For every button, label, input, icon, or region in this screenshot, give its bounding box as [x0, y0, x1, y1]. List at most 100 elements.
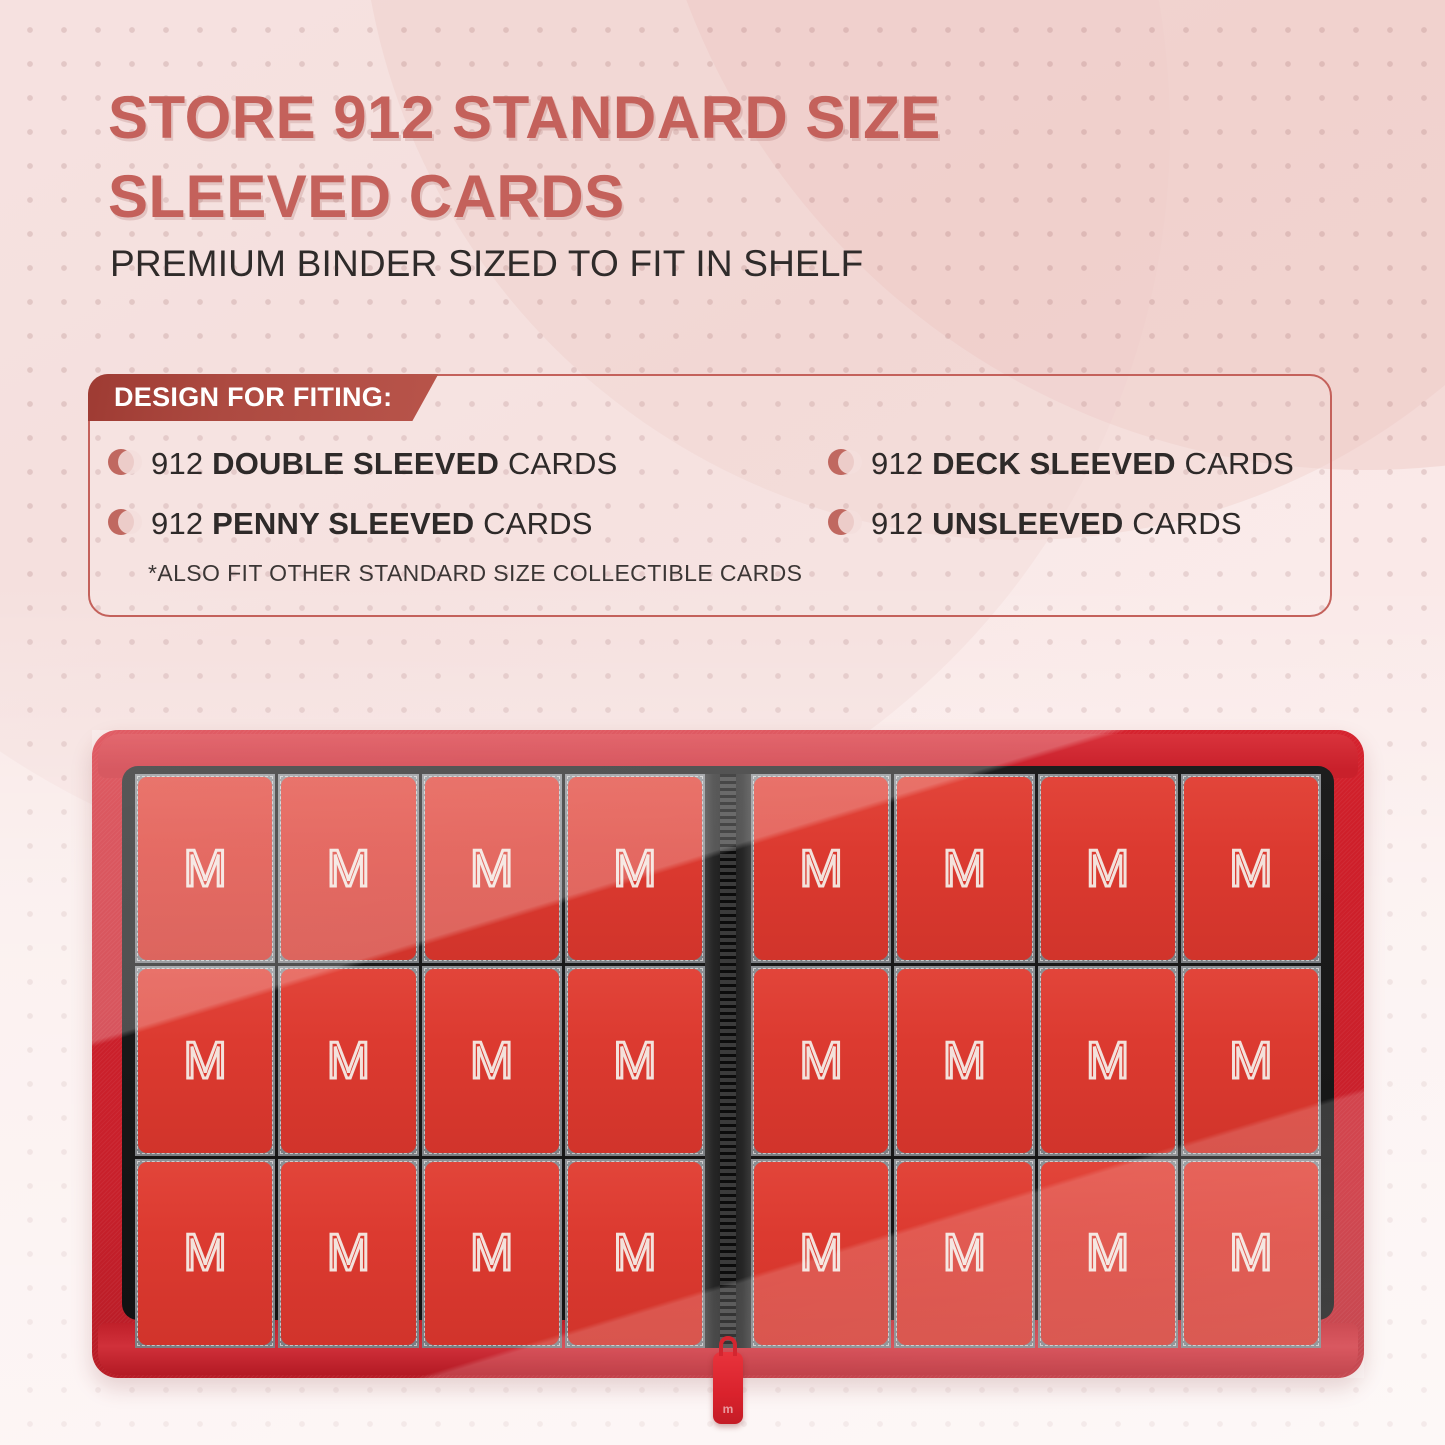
card-logo-m: M — [1084, 1031, 1130, 1090]
trading-card: M — [138, 1161, 273, 1345]
card-pocket: M — [421, 1158, 562, 1348]
card-logo-m: M — [325, 1224, 371, 1283]
card-pocket: M — [751, 774, 892, 964]
bullet-count: 912 — [151, 506, 213, 541]
card-logo-m: M — [325, 1031, 371, 1090]
card-logo-m: M — [941, 1224, 987, 1283]
card-pocket: M — [135, 774, 276, 964]
card-pocket: M — [421, 774, 562, 964]
card-logo-m: M — [612, 839, 658, 898]
trading-card: M — [897, 969, 1032, 1153]
bullet-item-deck-sleeved: 912 DECK SLEEVED CARDS — [828, 446, 1318, 482]
card-logo-m: M — [1084, 839, 1130, 898]
feature-box-banner-label: DESIGN FOR FITING: — [114, 382, 393, 412]
trading-card: M — [1040, 969, 1175, 1153]
bullet-tail: CARDS — [1123, 506, 1242, 541]
feature-bullet-list: 912 DOUBLE SLEEVED CARDS 912 DECK SLEEVE… — [108, 446, 1318, 542]
card-logo-m: M — [468, 1031, 514, 1090]
card-pocket: M — [135, 1158, 276, 1348]
card-pocket: M — [564, 774, 705, 964]
trading-card: M — [281, 969, 416, 1153]
binder-pages: M M M M M M M M M M M M M M M M M — [135, 774, 1321, 1348]
card-logo-m: M — [1228, 1224, 1274, 1283]
card-logo-m: M — [798, 1031, 844, 1090]
binder-left-page: M M M M M M M M M M M M — [135, 774, 705, 1348]
bullet-dot-icon — [108, 509, 142, 539]
card-logo-m: M — [941, 1031, 987, 1090]
bullet-emphasis: DOUBLE SLEEVED — [212, 446, 500, 481]
headline-line-2: SLEEVED CARDS — [108, 163, 625, 231]
zipper-pull-tab: m — [713, 1352, 743, 1424]
bullet-count: 912 — [871, 506, 933, 541]
feature-box-banner: DESIGN FOR FITING: — [88, 374, 438, 421]
card-logo-m: M — [1228, 839, 1274, 898]
subheadline: PREMIUM BINDER SIZED TO FIT IN SHELF — [110, 243, 864, 284]
card-logo-m: M — [325, 839, 371, 898]
card-logo-m: M — [182, 1224, 228, 1283]
bullet-tail: CARDS — [1175, 446, 1295, 481]
trading-card: M — [567, 777, 702, 961]
zipper-pull-logo: m — [722, 1402, 734, 1416]
trading-card: M — [754, 777, 889, 961]
card-pocket: M — [894, 966, 1035, 1156]
bullet-tail: CARDS — [499, 446, 618, 481]
trading-card: M — [1183, 777, 1318, 961]
card-pocket: M — [751, 1158, 892, 1348]
trading-card: M — [424, 777, 559, 961]
product-binder-photo: M M M M M M M M M M M M M M M M M — [92, 730, 1364, 1424]
card-pocket: M — [1037, 966, 1178, 1156]
card-logo-m: M — [468, 839, 514, 898]
card-logo-m: M — [941, 839, 987, 898]
trading-card: M — [754, 1161, 889, 1345]
headline: STORE 912 STANDARD SIZE SLEEVED CARDS — [108, 78, 1108, 236]
card-pocket: M — [278, 966, 419, 1156]
trading-card: M — [138, 969, 273, 1153]
trading-card: M — [1040, 1161, 1175, 1345]
card-pocket: M — [1180, 1158, 1321, 1348]
bullet-emphasis: PENNY SLEEVED — [212, 506, 475, 541]
card-logo-m: M — [182, 839, 228, 898]
headline-line-1: STORE 912 STANDARD SIZE — [108, 84, 941, 151]
trading-card: M — [424, 1161, 559, 1345]
trading-card: M — [281, 777, 416, 961]
trading-card: M — [897, 777, 1032, 961]
card-pocket: M — [1180, 774, 1321, 964]
card-logo-m: M — [1228, 1031, 1274, 1090]
trading-card: M — [567, 1161, 702, 1345]
card-logo-m: M — [1084, 1224, 1130, 1283]
trading-card: M — [138, 777, 273, 961]
card-logo-m: M — [798, 1224, 844, 1283]
card-pocket: M — [421, 966, 562, 1156]
card-logo-m: M — [468, 1224, 514, 1283]
card-pocket: M — [135, 966, 276, 1156]
card-pocket: M — [278, 1158, 419, 1348]
bullet-label: 912 UNSLEEVED CARDS — [871, 506, 1242, 542]
card-pocket: M — [1037, 774, 1178, 964]
bullet-count: 912 — [151, 446, 213, 481]
bullet-emphasis: UNSLEEVED — [932, 506, 1124, 541]
card-pocket: M — [1037, 1158, 1178, 1348]
bullet-dot-icon — [828, 509, 862, 539]
trading-card: M — [897, 1161, 1032, 1345]
card-pocket: M — [564, 1158, 705, 1348]
bullet-label: 912 DOUBLE SLEEVED CARDS — [151, 446, 617, 482]
bullet-item-penny-sleeved: 912 PENNY SLEEVED CARDS — [108, 506, 828, 542]
card-pocket: M — [894, 774, 1035, 964]
trading-card: M — [424, 969, 559, 1153]
bullet-tail: CARDS — [474, 506, 593, 541]
binder-right-page: M M M M M M M M M M M M — [751, 774, 1321, 1348]
trading-card: M — [754, 969, 889, 1153]
card-pocket: M — [894, 1158, 1035, 1348]
card-pocket: M — [278, 774, 419, 964]
card-pocket: M — [1180, 966, 1321, 1156]
bullet-count: 912 — [871, 446, 933, 481]
card-pocket: M — [564, 966, 705, 1156]
bullet-dot-icon — [828, 449, 862, 479]
card-logo-m: M — [798, 839, 844, 898]
bullet-item-unsleeved: 912 UNSLEEVED CARDS — [828, 506, 1318, 542]
trading-card: M — [1183, 969, 1318, 1153]
bullet-label: 912 PENNY SLEEVED CARDS — [151, 506, 593, 542]
card-logo-m: M — [612, 1224, 658, 1283]
feature-box-footnote: *ALSO FIT OTHER STANDARD SIZE COLLECTIBL… — [148, 560, 803, 586]
